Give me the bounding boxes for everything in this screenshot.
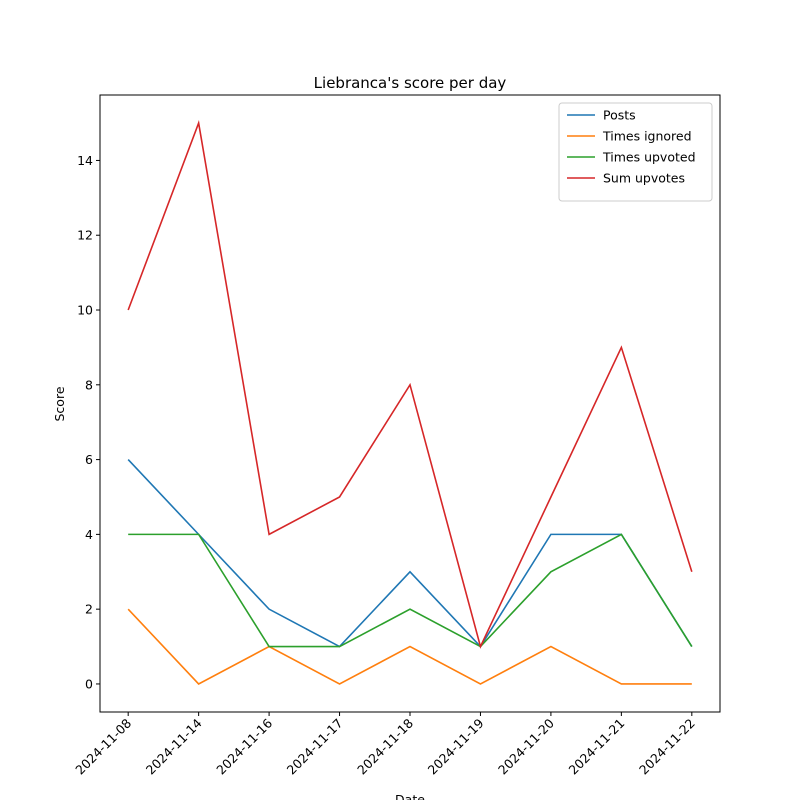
chart-title: Liebranca's score per day (314, 74, 507, 92)
x-axis-label: Date (395, 792, 425, 800)
line-series (127, 459, 693, 648)
y-tick-label: 8 (85, 377, 93, 392)
legend-label: Posts (603, 108, 636, 123)
legend-label: Times upvoted (602, 150, 696, 165)
legend-box (558, 102, 713, 202)
x-tick-label: 2024-11-08 (72, 715, 134, 777)
legend: Posts Times ignored Times upvoted Sum upvot… (558, 102, 713, 202)
line-series (128, 533, 693, 648)
x-tick-label: 2024-11-19 (425, 715, 487, 777)
y-tick-label: 2 (85, 602, 93, 617)
x-tick-label: 2024-11-22 (636, 716, 698, 778)
y-axis-label: Score (52, 386, 67, 421)
y-tick-label: 14 (77, 153, 93, 168)
line-series (127, 608, 692, 685)
y-tick-label: 0 (85, 676, 93, 691)
y-tick-label: 12 (77, 228, 93, 243)
y-tick-label: 10 (77, 303, 93, 318)
legend-label: Times ignored (602, 129, 692, 144)
x-tick-label: 2024-11-20 (495, 715, 557, 777)
x-tick-label: 2024-11-16 (213, 715, 275, 777)
x-tick-label: 2024-11-14 (143, 715, 205, 777)
legend-label: Sum upvotes (603, 171, 685, 186)
line-series (127, 120, 693, 649)
x-tick-label: 2024-11-21 (566, 716, 628, 778)
y-tick-label: 4 (85, 527, 93, 542)
x-tick-label: 2024-11-17 (284, 716, 346, 778)
y-tick-label: 6 (85, 452, 93, 467)
x-tick-label: 2024-11-18 (354, 715, 416, 777)
